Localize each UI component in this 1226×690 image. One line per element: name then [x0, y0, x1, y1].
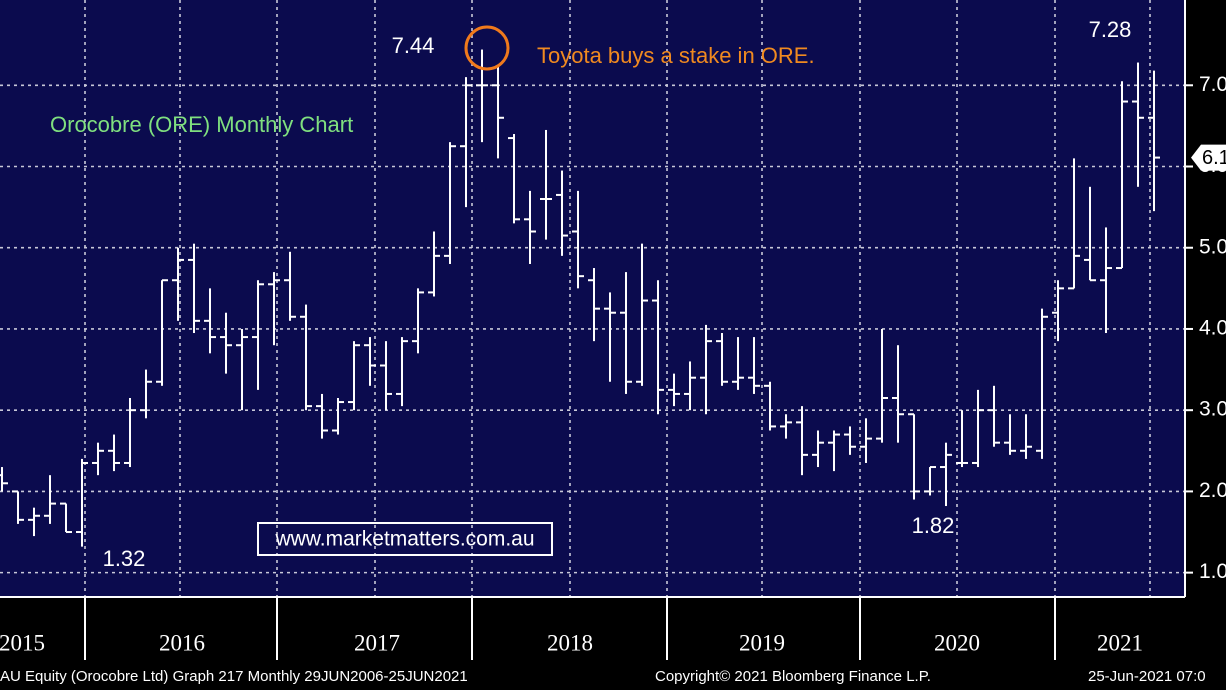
x-tick-label: 2018	[547, 630, 593, 655]
x-tick-label: 2016	[159, 630, 205, 655]
y-tick-label: 3.0	[1199, 398, 1226, 421]
point-label: 7.28	[1089, 17, 1132, 42]
annotation: Toyota buys a stake in ORE.	[537, 43, 815, 68]
watermark-box	[257, 522, 553, 556]
point-label: 1.82	[912, 513, 955, 538]
x-tick-label: 2015	[0, 630, 45, 655]
watermark: www.marketmatters.com.au	[274, 528, 534, 551]
plot-background	[0, 0, 1185, 597]
y-tick-label: 5.0	[1199, 235, 1226, 258]
footer-bar	[0, 662, 1226, 690]
grid	[0, 0, 1185, 597]
x-tick-label: 2019	[739, 630, 785, 655]
last-price-tag	[1191, 144, 1226, 171]
chart-title: Orocobre (ORE) Monthly Chart	[50, 112, 353, 137]
x-tick-label: 2017	[354, 630, 400, 655]
highlight-circle	[464, 25, 510, 71]
point-label: 7.44	[392, 33, 435, 58]
y-tick-label: 1.0	[1199, 560, 1226, 583]
x-tick-label: 2020	[934, 630, 980, 655]
x-tick-label: 2021	[1097, 630, 1143, 655]
footer-right: 25-Jun-2021 07:0	[1088, 668, 1206, 685]
bars	[0, 49, 1160, 547]
footer-left: AU Equity (Orocobre Ltd) Graph 217 Month…	[0, 668, 468, 685]
y-tick-label: 7.0	[1199, 73, 1226, 96]
footer-center: Copyright© 2021 Bloomberg Finance L.P.	[655, 668, 931, 685]
last-price-label: 6.11	[1202, 147, 1226, 169]
y-tick-label: 4.0	[1199, 317, 1226, 340]
y-tick-label: 2.0	[1199, 479, 1226, 502]
point-label: 1.32	[103, 546, 146, 571]
